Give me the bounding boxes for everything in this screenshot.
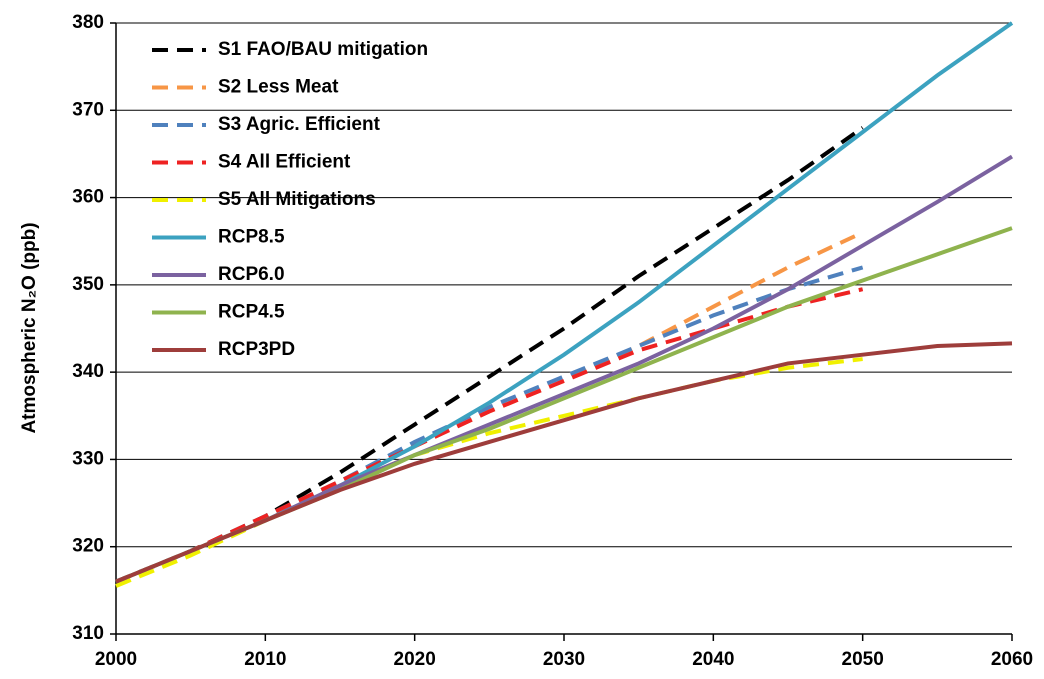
legend-label: S5 All Mitigations [218, 189, 376, 210]
x-tick-label: 2000 [95, 649, 137, 670]
x-tick-label: 2040 [692, 649, 734, 670]
legend-label: RCP4.5 [218, 302, 285, 323]
x-tick-label: 2020 [394, 649, 436, 670]
y-tick-label: 340 [72, 361, 104, 382]
x-tick-label: 2010 [244, 649, 286, 670]
series-line [115, 357, 863, 588]
y-tick-label: 330 [72, 448, 104, 469]
legend-label: S4 All Efficient [218, 152, 351, 173]
y-tick-label: 310 [72, 623, 104, 644]
legend-label: S1 FAO/BAU mitigation [218, 39, 428, 60]
legend-label: RCP8.5 [218, 227, 285, 248]
y-tick-label: 360 [72, 187, 104, 208]
y-tick-label: 380 [72, 12, 104, 33]
series-line [115, 287, 864, 584]
series-line [115, 341, 1013, 584]
y-tick-label: 350 [72, 274, 104, 295]
y-tick-label: 370 [72, 99, 104, 120]
legend-label: S3 Agric. Efficient [218, 114, 381, 135]
x-tick-label: 2060 [991, 649, 1033, 670]
x-tick-label: 2030 [543, 649, 585, 670]
legend-label: RCP6.0 [218, 264, 285, 285]
x-tick-label: 2050 [842, 649, 884, 670]
legend-label: S2 Less Meat [218, 77, 339, 98]
legend-label: RCP3PD [218, 339, 295, 360]
y-tick-label: 320 [72, 536, 104, 557]
series-line [115, 154, 1014, 584]
y-axis-label: Atmospheric N₂O (ppb) [19, 222, 40, 433]
